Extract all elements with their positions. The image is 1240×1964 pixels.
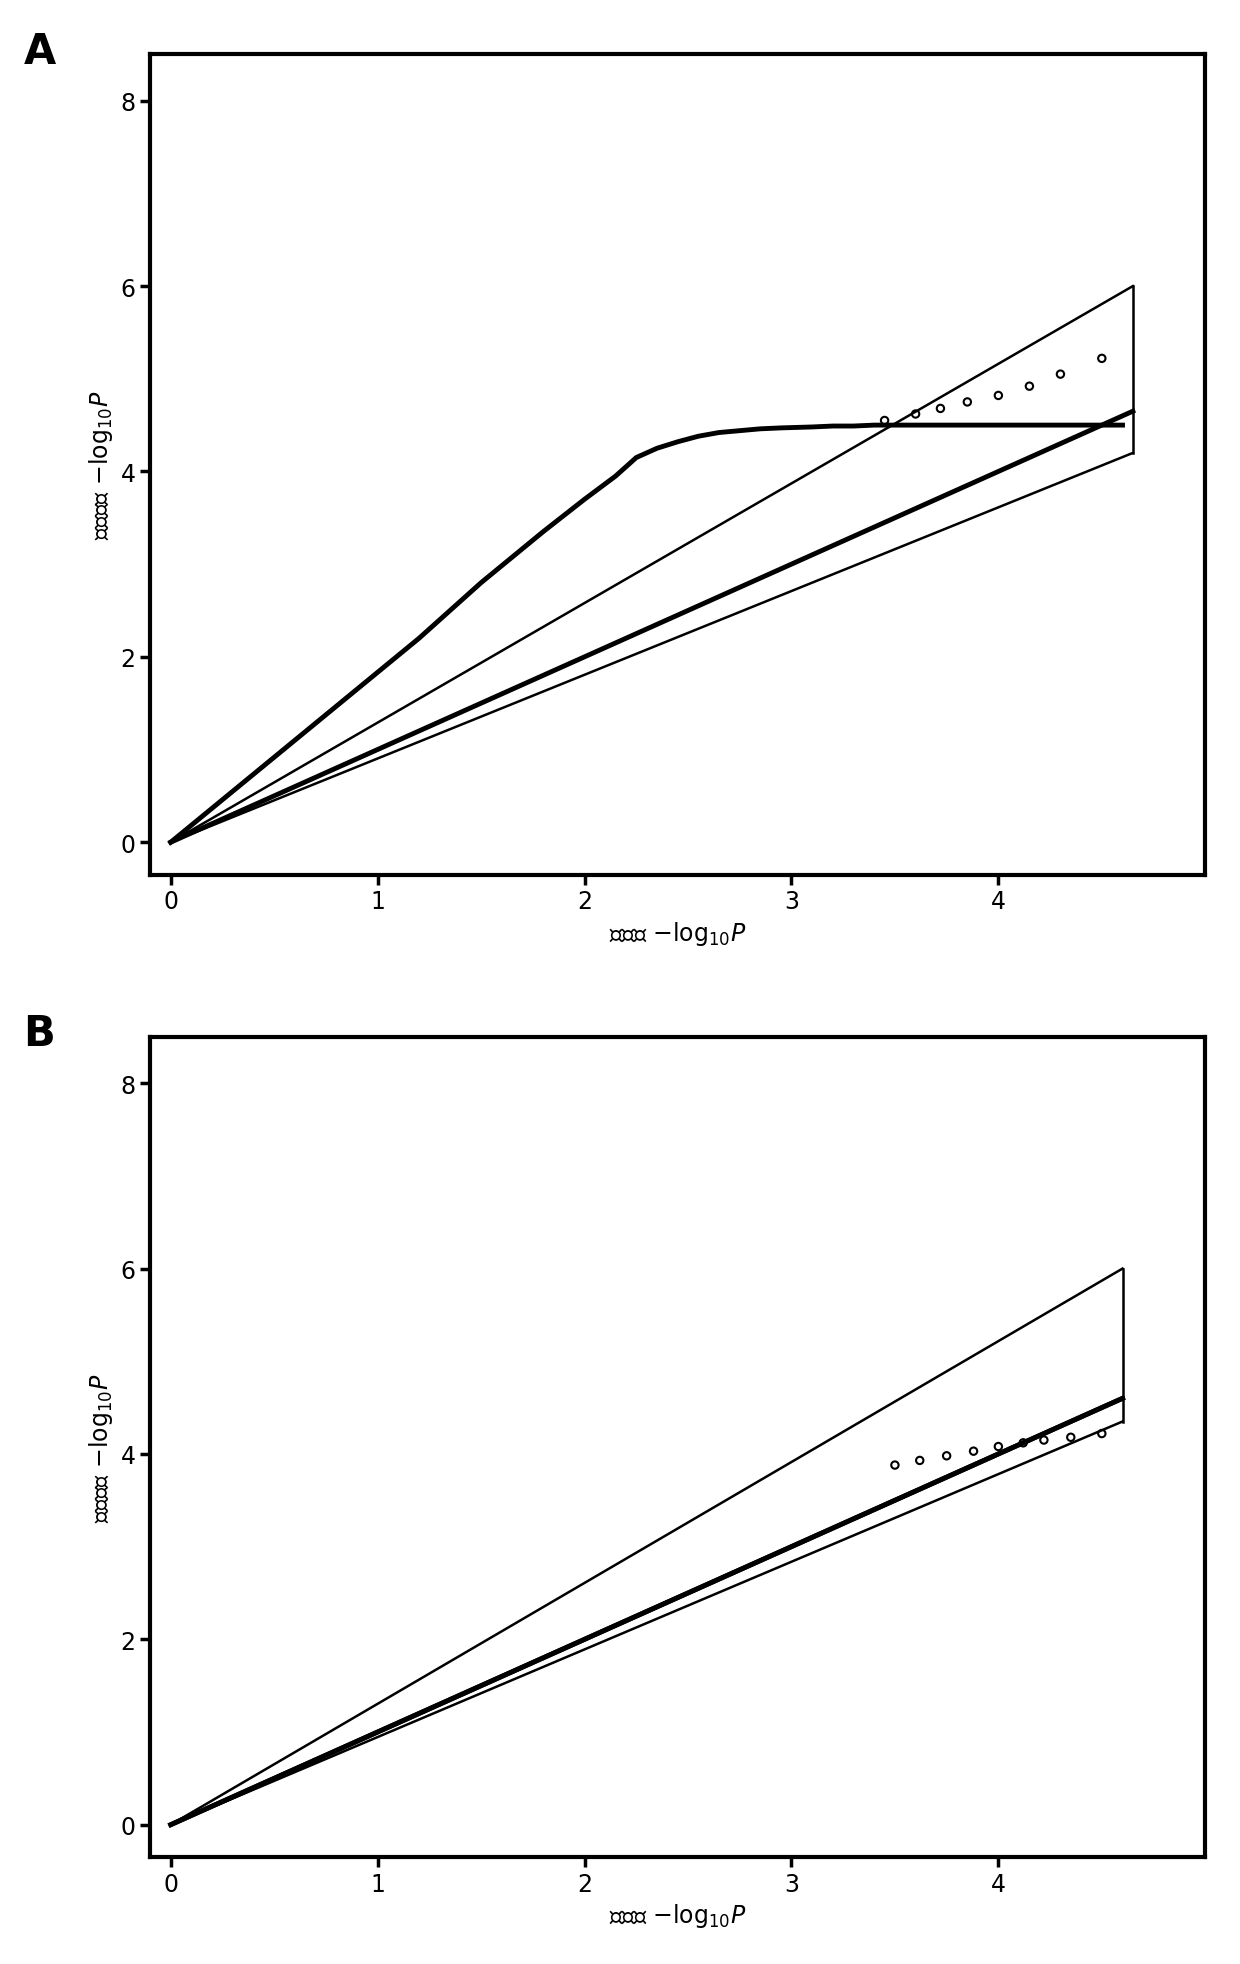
Y-axis label: 观察到的 $-\mathrm{log}_{10}$$P$: 观察到的 $-\mathrm{log}_{10}$$P$ (87, 1373, 115, 1522)
Point (1050, 359, 1070, 391)
Y-axis label: 观察到的 $-\mathrm{log}_{10}$$P$: 观察到的 $-\mathrm{log}_{10}$$P$ (87, 391, 115, 540)
Point (957, 387, 977, 418)
X-axis label: 预期的 $-\mathrm{log}_{10}$$P$: 预期的 $-\mathrm{log}_{10}$$P$ (609, 919, 746, 947)
Point (1061, 1422, 1081, 1453)
Point (910, 1446, 930, 1477)
Point (1019, 371, 1039, 403)
Point (1092, 1418, 1112, 1449)
Point (936, 1440, 956, 1471)
Point (988, 381, 1008, 412)
Point (885, 1449, 905, 1481)
Point (963, 1436, 983, 1467)
X-axis label: 预期的 $-\mathrm{log}_{10}$$P$: 预期的 $-\mathrm{log}_{10}$$P$ (609, 1901, 746, 1929)
Point (1034, 1424, 1054, 1455)
Point (1013, 1428, 1033, 1459)
Text: B: B (24, 1013, 55, 1055)
Point (874, 405, 894, 436)
Point (905, 399, 925, 430)
Point (1092, 344, 1112, 375)
Point (930, 393, 950, 424)
Point (988, 1432, 1008, 1463)
Text: A: A (24, 31, 56, 73)
